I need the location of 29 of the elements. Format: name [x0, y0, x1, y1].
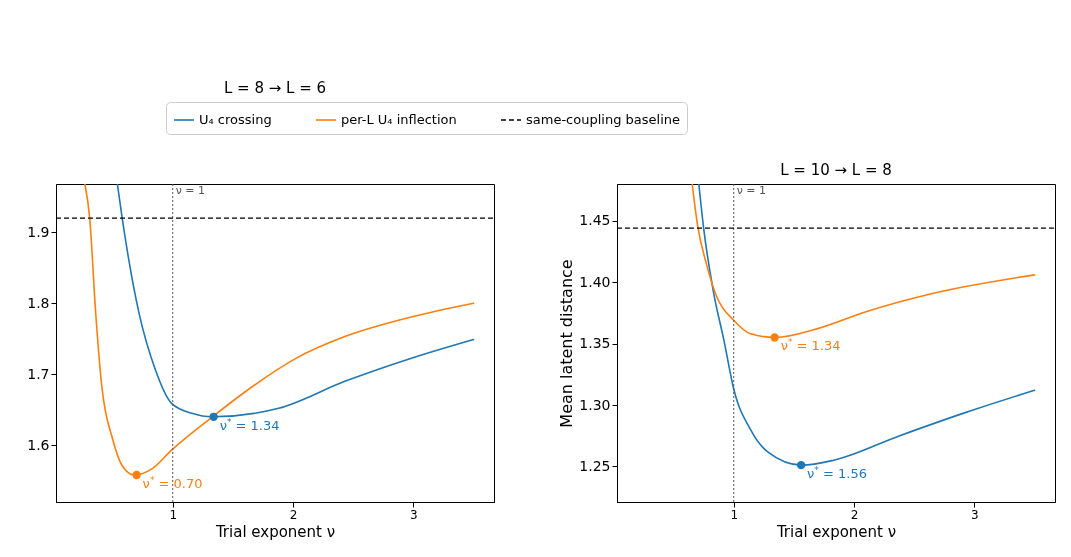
y-tick-label: 1.8 [27, 294, 50, 311]
y-tick-label: 1.40 [579, 273, 611, 290]
x-tick-label: 1 [730, 507, 739, 522]
legend-label: per-L U₄ inflection [341, 112, 457, 127]
x-tick-label: 1 [169, 507, 178, 522]
y-axis-title: Mean latent distance [557, 259, 577, 428]
x-tick-label: 3 [971, 507, 979, 522]
annotation: ν$^{*}$ = 1.34 [219, 416, 280, 433]
ref-line-label: ν = 1 [175, 184, 206, 197]
y-tick-label: 1.6 [27, 436, 50, 453]
y-tick-label: 1.35 [579, 335, 611, 352]
x-axis-title: Trial exponent ν [214, 522, 336, 541]
x-tick-label: 2 [289, 507, 298, 522]
y-tick-label: 1.25 [579, 457, 611, 474]
y-tick-label: 1.30 [579, 396, 611, 413]
legend-label: same-coupling baseline [526, 112, 680, 127]
chart-title: L = 8 → L = 6 [223, 78, 327, 97]
annotation: ν$^{*}$ = 0.70 [142, 475, 203, 492]
y-tick-label: 1.9 [27, 223, 50, 240]
x-axis-title: Trial exponent ν [775, 522, 897, 541]
annotation: ν$^{*}$ = 1.34 [780, 337, 841, 354]
chart-title: L = 10 → L = 8 [780, 160, 892, 179]
y-tick-label: 1.45 [579, 212, 611, 229]
y-tick-label: 1.7 [27, 365, 50, 382]
ref-line-label: ν = 1 [736, 184, 767, 197]
annotation: ν$^{*}$ = 1.56 [807, 465, 868, 482]
x-tick-label: 3 [410, 507, 418, 522]
legend-label: U₄ crossing [199, 112, 272, 127]
x-tick-label: 2 [850, 507, 859, 522]
